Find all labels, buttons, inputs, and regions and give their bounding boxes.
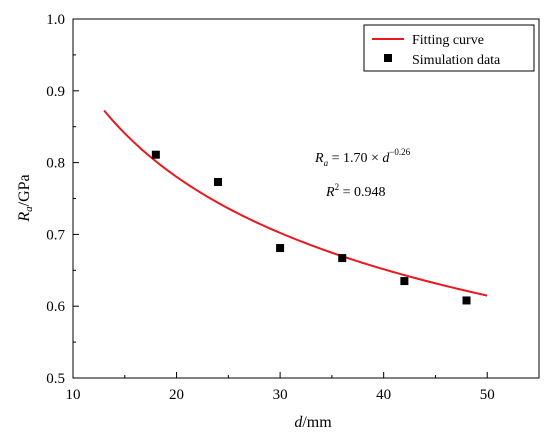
x-tick-label-10: 10 bbox=[66, 387, 81, 403]
x-tick-label-20: 20 bbox=[169, 387, 184, 403]
fit-equation: Ra = 1.70 × d−0.26 bbox=[314, 147, 411, 168]
simulation-data-point bbox=[400, 277, 409, 286]
y-tick-label-0.5: 0.5 bbox=[46, 371, 65, 387]
legend-label-fitting-curve: Fitting curve bbox=[412, 33, 484, 48]
x-tick-label-30: 30 bbox=[273, 387, 288, 403]
simulation-data-point bbox=[338, 254, 347, 263]
plot-area-frame bbox=[72, 18, 540, 379]
legend-swatch-simulation-data bbox=[384, 54, 392, 62]
legend-label-simulation-data: Simulation data bbox=[412, 53, 501, 68]
y-tick-label-0.9: 0.9 bbox=[46, 84, 65, 100]
legend: Fitting curve Simulation data bbox=[363, 24, 535, 72]
r-squared: R2 = 0.948 bbox=[325, 182, 385, 200]
x-tick-label-50: 50 bbox=[480, 387, 495, 403]
simulation-data-point bbox=[276, 244, 285, 253]
fitting-curve-line bbox=[103, 109, 488, 297]
y-tick-label-1: 1.0 bbox=[46, 12, 65, 28]
simulation-data-point bbox=[151, 150, 160, 159]
y-tick-label-0.6: 0.6 bbox=[46, 299, 65, 315]
y-axis-title: Ra/GPa bbox=[16, 174, 35, 222]
legend-box bbox=[363, 24, 535, 72]
x-axis-title: d/mm bbox=[294, 414, 332, 431]
simulation-data-point bbox=[213, 177, 222, 186]
y-tick-label-0.7: 0.7 bbox=[46, 227, 65, 243]
y-tick-label-0.8: 0.8 bbox=[46, 156, 65, 172]
x-tick-label-40: 40 bbox=[376, 387, 391, 403]
simulation-data-point bbox=[462, 296, 471, 305]
